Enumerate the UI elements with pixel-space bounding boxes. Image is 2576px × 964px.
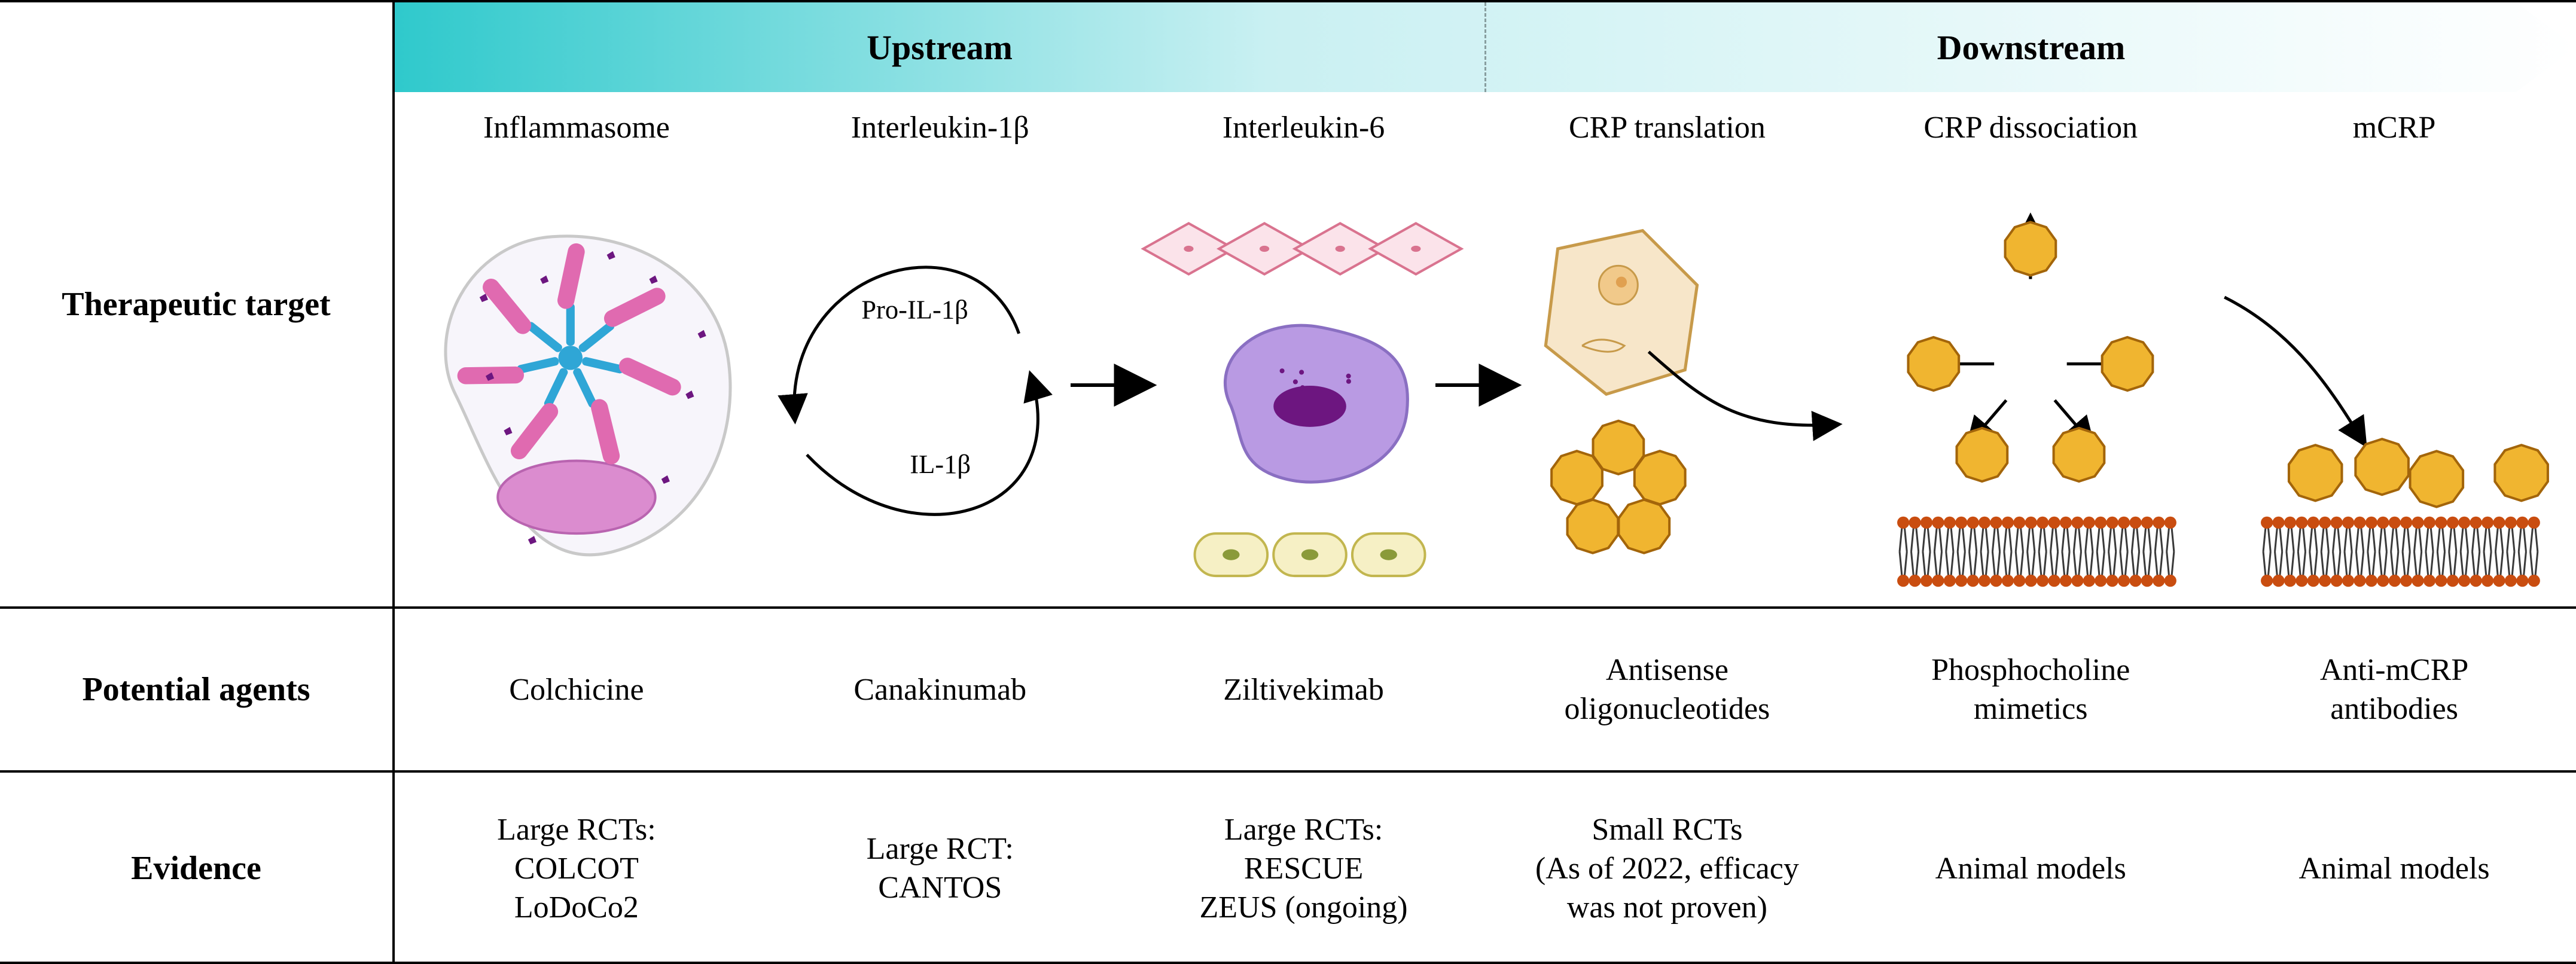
- banner-downstream-label: Downstream: [1486, 2, 2576, 92]
- diagram-area: Inflammasome Interleukin-1β Interleukin-…: [395, 92, 2576, 606]
- evidence-3: Small RCTs (As of 2022, efficacy was not…: [1485, 773, 1849, 964]
- evidence-0: Large RCTs: COLCOT LoDoCo2: [395, 773, 758, 964]
- agent-0: Colchicine: [395, 609, 758, 770]
- banner-upstream-label: Upstream: [395, 2, 1486, 92]
- illus-il6: [1122, 170, 1486, 606]
- crp-pentamer: [1552, 421, 1685, 553]
- macrophage-cell: [1225, 325, 1407, 482]
- pathway-arrow-banner: Upstream Downstream: [395, 2, 2576, 92]
- loop-arrow-bottom: [807, 376, 1038, 515]
- evidence-5: Animal models: [2212, 773, 2576, 964]
- illus-il1-loop: Pro-IL-1β IL-1β: [758, 170, 1122, 606]
- row-label-target: Therapeutic target: [0, 2, 395, 606]
- row-label-evidence: Evidence: [0, 773, 395, 964]
- cell-nucleus: [498, 461, 655, 534]
- membrane-2: [2261, 517, 2540, 587]
- illus-crp-translation: [1485, 170, 1849, 606]
- agent-5: Anti-mCRP antibodies: [2212, 609, 2576, 770]
- agent-4: Phosphocholine mimetics: [1849, 609, 2212, 770]
- col-title-1: Interleukin-1β: [758, 92, 1122, 170]
- endothelial-cells: [1194, 533, 1425, 576]
- mcrp-monomers: [2289, 439, 2548, 507]
- row-label-agents: Potential agents: [0, 609, 395, 770]
- agent-3: Antisense oligonucleotides: [1485, 609, 1849, 770]
- loop-arrow-top: [794, 267, 1019, 419]
- evidence-4: Animal models: [1849, 773, 2212, 964]
- col-title-3: CRP translation: [1485, 92, 1849, 170]
- illus-mcrp: [2212, 170, 2576, 606]
- epithelial-cells: [1143, 223, 1461, 274]
- evidence-row: Large RCTs: COLCOT LoDoCo2 Large RCT: CA…: [395, 773, 2576, 964]
- membrane-1: [1897, 517, 2176, 587]
- illus-crp-dissociation: [1849, 170, 2212, 606]
- dissociation-monomers: [1909, 218, 2153, 481]
- hepatocyte-cell: [1546, 231, 1697, 395]
- agent-1: Canakinumab: [758, 609, 1122, 770]
- pro-il1b-label: Pro-IL-1β: [861, 294, 968, 324]
- illus-inflammasome: [395, 170, 758, 606]
- agents-row: Colchicine Canakinumab Ziltivekimab Anti…: [395, 609, 2576, 770]
- figure-root: Therapeutic target Upstream Downstream I…: [0, 0, 2576, 964]
- mcrp-arrow: [2224, 297, 2364, 443]
- col-title-4: CRP dissociation: [1849, 92, 2212, 170]
- il1b-label: IL-1β: [910, 449, 971, 479]
- col-title-5: mCRP: [2212, 92, 2576, 170]
- evidence-1: Large RCT: CANTOS: [758, 773, 1122, 964]
- agent-2: Ziltivekimab: [1122, 609, 1486, 770]
- col-title-2: Interleukin-6: [1122, 92, 1486, 170]
- evidence-2: Large RCTs: RESCUE ZEUS (ongoing): [1122, 773, 1486, 964]
- col-title-0: Inflammasome: [395, 92, 758, 170]
